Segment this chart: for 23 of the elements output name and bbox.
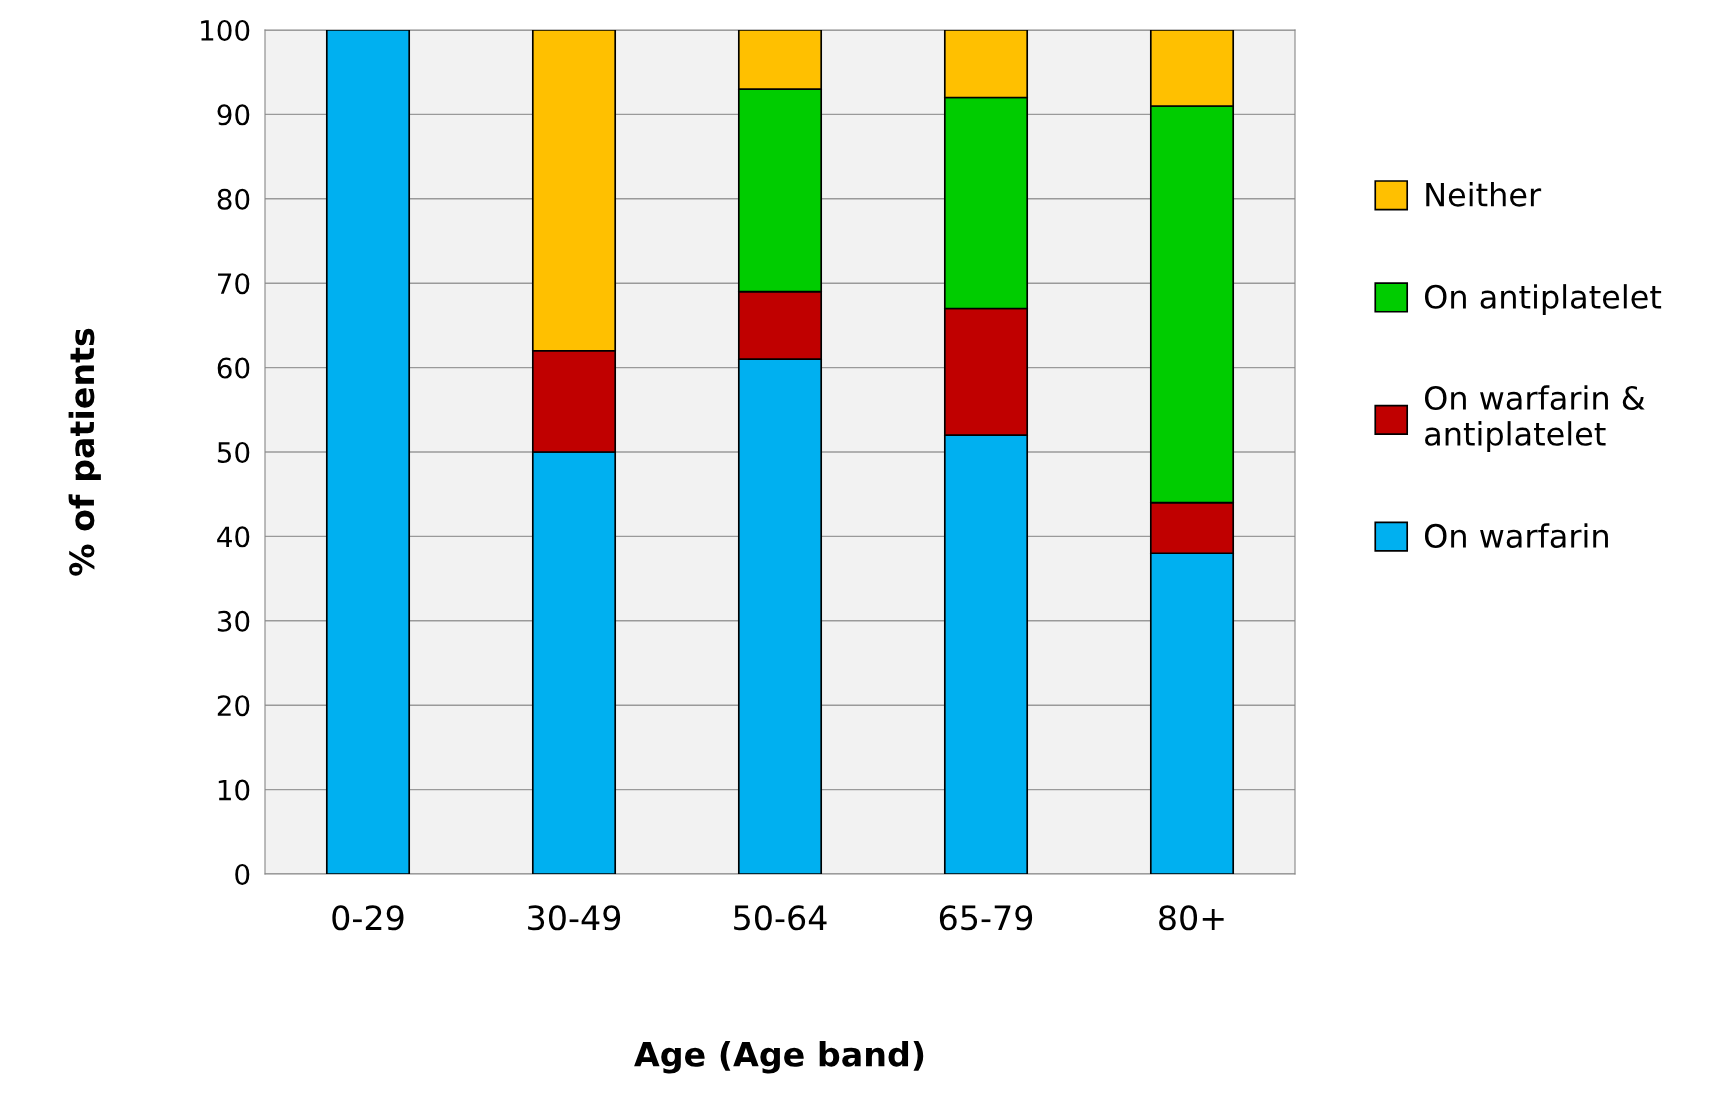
y-tick-label: 60: [217, 357, 250, 379]
x-tick-label: 30-49: [528, 905, 621, 931]
legend-label: On warfarin: [1424, 523, 1608, 548]
legend-label: On warfarin & antiplatelet: [1424, 385, 1645, 453]
legend-label: Neither: [1426, 181, 1542, 207]
y-tick-label: 50: [217, 441, 250, 463]
x-axis-title: Age (Age band): [634, 1040, 924, 1074]
y-tick-label: 70: [218, 273, 250, 295]
y-tick-label: 40: [217, 526, 250, 548]
y-tick-label: 20: [217, 695, 250, 717]
y-tick-label: 0: [235, 863, 250, 885]
x-tick-label: 80+: [1159, 905, 1224, 931]
y-tick-label: 30: [217, 610, 250, 632]
y-tick-label: 80: [217, 188, 250, 210]
x-tick-label: 50-64: [734, 905, 827, 931]
y-axis-title: % of patients: [68, 328, 101, 576]
y-tick-label: 90: [217, 104, 250, 126]
x-tick-label: 65-79: [939, 905, 1033, 931]
y-tick-label: 100: [201, 19, 250, 41]
bar: [325, 30, 411, 874]
legend-label: On antiplatelet: [1424, 284, 1662, 316]
x-tick-label: 0-29: [332, 905, 404, 931]
y-tick-label: 10: [218, 779, 250, 801]
